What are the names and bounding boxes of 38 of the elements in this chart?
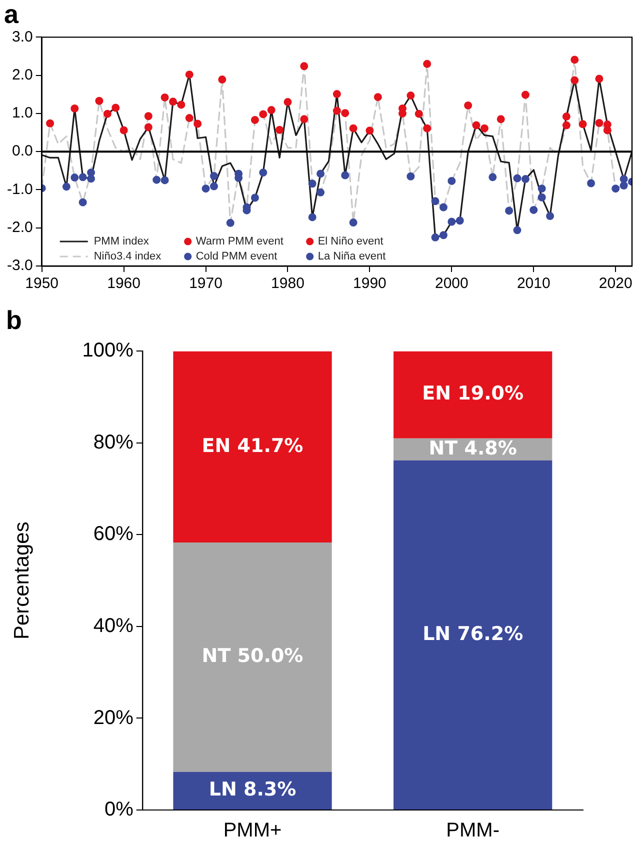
y-tick-label: -3.0 bbox=[6, 257, 33, 274]
y-tick-label: 0% bbox=[104, 798, 134, 821]
legend-label: PMM index bbox=[94, 236, 150, 248]
data-label: NT 4.8% bbox=[428, 437, 517, 460]
x-tick-label: 1970 bbox=[189, 275, 222, 292]
y-tick-label: 3.0 bbox=[12, 28, 33, 46]
x-tick-label: PMM- bbox=[446, 820, 500, 842]
y-tick-label: -2.0 bbox=[6, 219, 33, 236]
x-tick-label: 1960 bbox=[107, 275, 140, 292]
legend-label: Niño3.4 index bbox=[94, 250, 162, 263]
legend-label: La Niña event bbox=[318, 250, 386, 263]
x-tick-label: 2000 bbox=[434, 275, 468, 292]
data-label: LN 8.3% bbox=[208, 778, 296, 801]
data-label: NT 50.0% bbox=[202, 645, 304, 668]
y-tick-label: 2.0 bbox=[12, 66, 33, 84]
data-label: EN 19.0% bbox=[422, 382, 524, 405]
x-tick-label: PMM+ bbox=[223, 820, 282, 842]
x-tick-label: 1990 bbox=[353, 275, 386, 292]
y-tick-label: 1.0 bbox=[12, 104, 33, 122]
chart-title: b bbox=[6, 304, 22, 335]
y-tick-label: 40% bbox=[93, 614, 134, 637]
legend-label: Cold PMM event bbox=[196, 250, 278, 263]
y-tick-label: -1.0 bbox=[6, 180, 33, 198]
y-tick-label: 100% bbox=[82, 340, 134, 362]
legend-label: Warm PMM event bbox=[196, 236, 284, 248]
data-label: EN 41.7% bbox=[202, 434, 304, 457]
chart-title: a bbox=[4, 0, 19, 29]
legend-label: El Niño event bbox=[318, 236, 384, 248]
x-tick-label: 2020 bbox=[598, 275, 632, 292]
data-label: LN 76.2% bbox=[422, 622, 524, 645]
x-tick-label: 1950 bbox=[25, 275, 59, 292]
y-axis-title: Percentages bbox=[10, 522, 34, 640]
y-tick-label: 80% bbox=[93, 431, 134, 454]
y-tick-label: 60% bbox=[93, 523, 134, 546]
x-tick-label: 2010 bbox=[516, 275, 550, 292]
y-tick-label: 20% bbox=[93, 706, 134, 729]
y-tick-label: 0.0 bbox=[12, 142, 33, 160]
x-tick-label: 1980 bbox=[271, 275, 304, 292]
